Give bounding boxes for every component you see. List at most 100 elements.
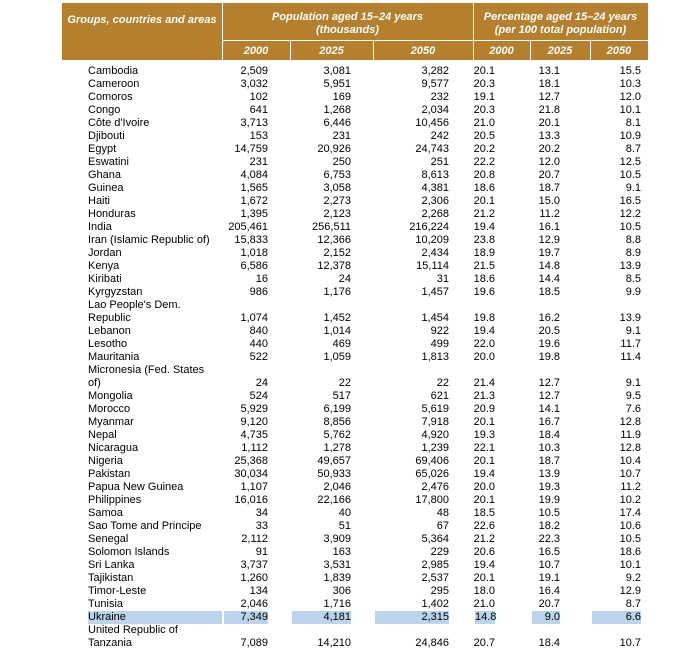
cell: 8.7 xyxy=(625,143,641,155)
cell: 3,058 xyxy=(323,182,351,194)
cell: 13.9 xyxy=(619,260,641,272)
cell: 91 xyxy=(255,546,268,558)
cell: 295 xyxy=(430,585,449,597)
cell: 19.4 xyxy=(473,559,495,571)
row-label: Iran (Islamic Republic of) xyxy=(88,234,210,246)
cell: 4,735 xyxy=(240,429,268,441)
cell: 10.3 xyxy=(619,78,641,90)
cell: 13.3 xyxy=(538,130,560,142)
cell: 19.7 xyxy=(538,247,560,259)
row-label: Djibouti xyxy=(88,130,125,142)
cell: 8.7 xyxy=(625,598,641,610)
year-header: 2000 xyxy=(489,45,514,57)
row-label: Tajikistan xyxy=(88,572,134,584)
cell: 15.5 xyxy=(619,65,641,77)
cell: 1,813 xyxy=(421,351,449,363)
cell: 216,224 xyxy=(409,221,449,233)
cell: 1,839 xyxy=(323,572,351,584)
row-label: Papua New Guinea xyxy=(88,481,184,493)
cell: 2,046 xyxy=(323,481,351,493)
cell: 67 xyxy=(436,520,449,532)
cell: 22.0 xyxy=(473,338,495,350)
cell: 6.6 xyxy=(592,611,641,624)
cell: 18.1 xyxy=(538,78,560,90)
cell: 3,081 xyxy=(323,65,351,77)
year-header: 2000 xyxy=(243,45,269,57)
col-divider xyxy=(290,40,291,60)
row-label: Pakistan xyxy=(88,468,131,480)
cell: 19.1 xyxy=(473,91,495,103)
cell: 10.5 xyxy=(538,507,560,519)
row-label: Mauritania xyxy=(88,351,140,363)
cell: 22 xyxy=(436,377,449,389)
cell: 10.6 xyxy=(619,520,641,532)
cell: 20.5 xyxy=(473,130,495,142)
percentage-title: Percentage aged 15–24 years xyxy=(483,11,638,23)
col-divider xyxy=(222,3,223,60)
cell: 231 xyxy=(332,130,351,142)
row-label: Egypt xyxy=(88,143,117,155)
cell: 21.2 xyxy=(473,533,495,545)
cell: 12.2 xyxy=(619,208,641,220)
cell: 10.2 xyxy=(619,494,641,506)
group-label: Groups, countries and areas xyxy=(67,14,217,26)
cell: 10.1 xyxy=(619,559,641,571)
cell: 10.3 xyxy=(538,442,560,454)
cell: 6,199 xyxy=(323,403,351,415)
cell: 231 xyxy=(249,156,268,168)
cell: 19.3 xyxy=(538,481,560,493)
cell: 16.1 xyxy=(538,221,560,233)
cell: 163 xyxy=(332,546,351,558)
cell: 21.0 xyxy=(473,598,495,610)
cell: 2,273 xyxy=(323,195,351,207)
cell: 10,209 xyxy=(415,234,449,246)
cell: 69,406 xyxy=(415,455,449,467)
cell: 2,537 xyxy=(421,572,449,584)
cell: 16.4 xyxy=(538,585,560,597)
cell: 19.9 xyxy=(538,494,560,506)
cell: 17.4 xyxy=(619,507,641,519)
cell: 10.9 xyxy=(619,130,641,142)
cell: 18.5 xyxy=(538,286,560,298)
cell: 20.1 xyxy=(473,572,495,584)
cell: 22.2 xyxy=(473,156,495,168)
col-divider xyxy=(530,40,531,60)
cell: 1,239 xyxy=(421,442,449,454)
cell: 6,753 xyxy=(323,169,351,181)
cell: 2,123 xyxy=(323,208,351,220)
cell: 9.2 xyxy=(625,572,641,584)
cell: 19.6 xyxy=(538,338,560,350)
row-label: Sao Tome and Principe xyxy=(88,520,202,532)
cell: 1,454 xyxy=(421,312,449,324)
cell: 8.1 xyxy=(625,117,641,129)
cell: 8.9 xyxy=(625,247,641,259)
row-label: Comoros xyxy=(88,91,133,103)
cell: 1,716 xyxy=(323,598,351,610)
cell: 1,452 xyxy=(323,312,351,324)
cell: 20.7 xyxy=(473,637,495,649)
cell: 1,278 xyxy=(323,442,351,454)
cell: 7,918 xyxy=(421,416,449,428)
cell: 18.2 xyxy=(538,520,560,532)
cell: 20.0 xyxy=(473,481,495,493)
cell: 20.1 xyxy=(473,494,495,506)
cell: 20.3 xyxy=(473,78,495,90)
cell: 19.1 xyxy=(538,572,560,584)
cell: 13.9 xyxy=(538,468,560,480)
cell: 20.9 xyxy=(473,403,495,415)
cell: 19.4 xyxy=(473,325,495,337)
row-label: Samoa xyxy=(88,507,123,519)
cell: 24 xyxy=(338,273,351,285)
cell: 2,034 xyxy=(421,104,449,116)
cell: 49,657 xyxy=(317,455,351,467)
cell: 3,531 xyxy=(323,559,351,571)
cell: 8,613 xyxy=(421,169,449,181)
table-header: Groups, countries and areas Population a… xyxy=(62,3,648,60)
cell: 10.1 xyxy=(619,104,641,116)
cell: 134 xyxy=(249,585,268,597)
row-label: Cambodia xyxy=(88,65,139,77)
cell: 20.3 xyxy=(473,104,495,116)
cell: 3,909 xyxy=(323,533,351,545)
cell: 2,985 xyxy=(421,559,449,571)
cell: 499 xyxy=(430,338,449,350)
